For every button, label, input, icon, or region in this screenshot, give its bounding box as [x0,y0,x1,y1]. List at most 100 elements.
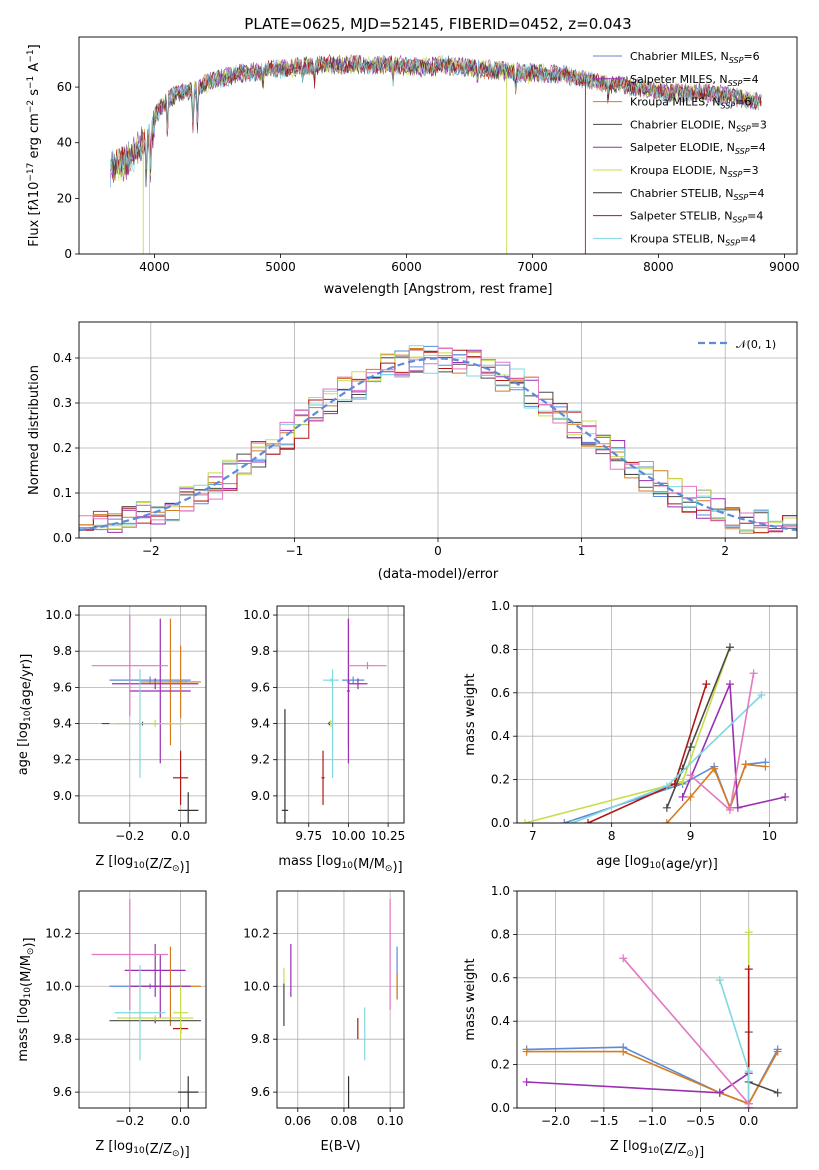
plot4-ytick-label: 10.0 [243,608,270,622]
plot6-point-10 [91,898,168,1011]
plot8-line [622,957,750,1105]
plot8-ylabel: mass weight [463,958,478,1040]
plot8-ytick-label: 0.6 [491,971,510,985]
plot2-xtick-label: 1 [578,544,586,558]
plot6-xtick-label: 0.0 [171,1114,190,1128]
plot8-series-3 [522,1069,753,1097]
legend-gaussian-label: 𝒩(0, 1) [736,338,776,351]
plot8-marker [715,975,724,984]
plot8-series-8 [619,954,753,1108]
plot6-point-5 [129,954,191,1019]
plot5-marker [781,792,790,801]
plot4-ytick-label: 9.4 [251,717,270,731]
plot8-marker [744,1099,753,1108]
plot3-grid [79,606,206,823]
plot6-ylabel: mass [log10(M/M⊙)] [16,937,37,1061]
plot8-marker [744,1067,753,1076]
plot7-ytick-label: 9.6 [251,1085,270,1099]
plot3-ylabel: age [log10(age/yr)] [16,654,34,776]
plot2-ytick-label: 0.4 [53,351,72,365]
plot1-ytick-label: 60 [57,80,72,94]
plot8-ytick-label: 1.0 [491,884,510,898]
plot4-xlabel: mass [log10(M/M⊙)] [278,854,402,875]
spectrum-line-9 [110,54,762,174]
residual-hist-8 [79,348,797,532]
plot5-xtick-label: 8 [608,829,616,843]
plot7-xtick-label: 0.06 [284,1114,311,1128]
plot5-marker [702,680,711,689]
legend-label-5: Salpeter ELODIE, NSSP=4 [630,141,766,156]
spectrum-series-8 [110,53,762,180]
plot2-ylabel: Normed distribution [27,365,42,495]
plot5-ytick-label: 1.0 [491,599,510,613]
plot5-marker [670,779,679,788]
plot8-marker [715,1088,724,1097]
plot5-series-4 [520,643,734,823]
plot5-marker [686,743,695,752]
plot5-marker [741,760,750,769]
plot5-ytick-label: 0.4 [491,729,510,743]
plot3-xlabel: Z [log10(Z/Z⊙)] [95,854,189,875]
spectrum-series-7 [110,55,762,187]
plot5-marker [749,669,758,678]
plot5-marker [678,777,687,786]
plot7-grid [277,891,404,1108]
plot2-frame [78,321,798,539]
plot8-ytick-label: 0.0 [491,1101,510,1115]
plot5-marker [686,771,695,780]
plot5-series-6 [583,680,711,823]
plot8-marker [773,1088,782,1097]
plot4-ytick-label: 9.2 [251,753,270,767]
plot8-marker [744,928,753,937]
plot7-ytick-label: 10.0 [243,979,270,993]
gaussian-curve [79,357,797,532]
plot3-point-7 [178,792,199,823]
plot3-frame [78,605,207,824]
legend-label-1: Chabrier MILES, NSSP=6 [630,50,760,65]
plot5-marker [520,819,529,823]
plot8-marker [773,1047,782,1056]
plot4-point-1 [342,676,365,684]
plot3-xtick-label: −0.2 [115,829,144,843]
plot8-line [747,1032,778,1094]
legend-label-7: Chabrier STELIB, NSSP=4 [630,187,764,202]
plot6-xtick-label: −0.2 [115,1114,144,1128]
plot5-series-3 [678,680,790,812]
plot5-series-8 [686,669,758,814]
plot7-frame [276,890,405,1109]
plot6-grid [79,891,206,1108]
plot7-ytick-label: 9.8 [251,1032,270,1046]
plot5-marker [725,805,734,814]
plot8-ytick-label: 0.8 [491,927,510,941]
plot4-xtick-label: 9.75 [295,829,322,843]
plot5-xtick-label: 10 [762,829,777,843]
legend-label-8: Salpeter STELIB, NSSP=4 [630,210,763,225]
plot5-marker [662,803,671,812]
plot3-point-8 [172,750,189,805]
plot8-xlabel: Z [log10(Z/Z⊙)] [610,1139,704,1160]
plot1-xtick-label: 5000 [265,260,296,274]
plot4-point-5 [346,618,351,764]
plot1-ytick-label: 20 [57,191,72,205]
plot1-xtick-label: 8000 [643,260,674,274]
plot1-ylabel: Flux [fλ10−17 erg cm−2 s−1 A−1] [26,44,42,246]
plot5-ytick-label: 0.6 [491,686,510,700]
plot8-marker [522,1077,531,1086]
plot3-xtick-label: 0.0 [171,829,190,843]
plot8-marker [522,1047,531,1056]
plot2-xtick-label: −2 [142,544,160,558]
plot5-line [681,683,786,809]
plot3-ytick-label: 9.4 [53,717,72,731]
plot5-ytick-label: 0.0 [491,816,510,830]
plot3-point-5 [129,618,191,764]
legend-label-9: Kroupa STELIB, NSSP=4 [630,232,756,247]
plot4-grid [277,606,404,823]
plot4-point-10 [348,662,387,670]
plot5-grid [517,605,797,824]
plot5-marker [662,782,671,791]
plot5-xlabel: age [log10(age/yr)] [596,854,718,872]
plot2-xtick-label: −1 [286,544,304,558]
plot6-point-6 [117,1015,194,1021]
plot4-point-8 [321,750,325,805]
plot5-series-7 [568,690,766,823]
